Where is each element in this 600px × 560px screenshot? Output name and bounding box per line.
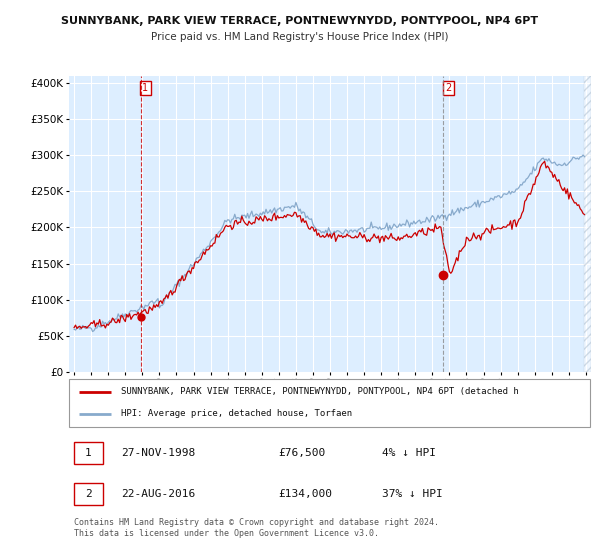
Text: Contains HM Land Registry data © Crown copyright and database right 2024.
This d: Contains HM Land Registry data © Crown c… [74,519,439,538]
Text: 2: 2 [445,83,451,93]
Text: £134,000: £134,000 [278,489,332,499]
Text: 37% ↓ HPI: 37% ↓ HPI [382,489,443,499]
Text: SUNNYBANK, PARK VIEW TERRACE, PONTNEWYNYDD, PONTYPOOL, NP4 6PT: SUNNYBANK, PARK VIEW TERRACE, PONTNEWYNY… [61,16,539,26]
FancyBboxPatch shape [74,442,103,464]
Text: 4% ↓ HPI: 4% ↓ HPI [382,448,436,458]
Text: 22-AUG-2016: 22-AUG-2016 [121,489,196,499]
Text: 27-NOV-1998: 27-NOV-1998 [121,448,196,458]
Text: HPI: Average price, detached house, Torfaen: HPI: Average price, detached house, Torf… [121,409,352,418]
Text: £76,500: £76,500 [278,448,325,458]
Text: 1: 1 [142,83,148,93]
Text: 1: 1 [85,448,92,458]
FancyBboxPatch shape [74,483,103,505]
Text: SUNNYBANK, PARK VIEW TERRACE, PONTNEWYNYDD, PONTYPOOL, NP4 6PT (detached h: SUNNYBANK, PARK VIEW TERRACE, PONTNEWYNY… [121,388,519,396]
FancyBboxPatch shape [69,379,590,427]
Text: 2: 2 [85,489,92,499]
Text: Price paid vs. HM Land Registry's House Price Index (HPI): Price paid vs. HM Land Registry's House … [151,32,449,42]
